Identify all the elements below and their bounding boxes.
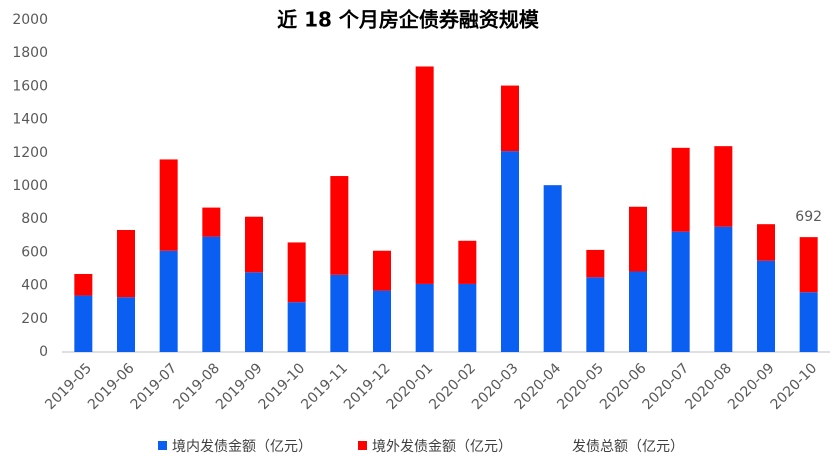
bar-segment [330, 274, 349, 352]
bar-segment [117, 297, 135, 352]
bar-segment [159, 250, 178, 352]
bar-segment [543, 185, 562, 352]
bar-segment [330, 176, 349, 275]
y-tick-label: 800 [21, 211, 48, 227]
bar-segment [287, 242, 306, 303]
bar-segment [458, 240, 477, 284]
bar-segment [287, 302, 306, 352]
y-tick-label: 1400 [12, 112, 48, 128]
bar-segment [74, 295, 93, 352]
y-tick-label: 600 [21, 244, 48, 260]
y-tick-label: 1000 [12, 178, 48, 194]
legend-swatch [158, 441, 167, 450]
bar-segment [799, 292, 818, 352]
bar-segment [415, 66, 434, 284]
y-tick-label: 2000 [12, 12, 48, 28]
data-label: 692 [795, 209, 822, 225]
y-tick-label: 200 [21, 311, 48, 327]
chart-title: 近 18 个月房企债券融资规模 [277, 8, 540, 32]
y-tick-label: 1600 [12, 78, 48, 94]
bar-segment [415, 283, 434, 352]
bar-segment [671, 231, 690, 352]
bar-segment [586, 277, 605, 352]
bar-segment [202, 207, 221, 237]
legend-swatch [358, 441, 367, 450]
bar-segment [74, 273, 93, 296]
y-tick-label: 1800 [12, 45, 48, 61]
bar-segment [373, 250, 391, 291]
y-tick-label: 0 [39, 344, 48, 360]
bar-segment [671, 147, 690, 232]
legend-label: 境内发债金额（亿元） [172, 439, 312, 455]
bar-segment [245, 216, 263, 273]
bar-segment [501, 151, 519, 352]
y-tick-label: 1200 [12, 145, 48, 161]
bar-segment [714, 226, 733, 352]
bar-segment [159, 159, 178, 251]
bar-segment [245, 272, 263, 352]
bar-segment [501, 85, 519, 152]
bar-segment [117, 229, 135, 298]
bar-segment [586, 249, 605, 278]
x-tick-label: 2020-10 [768, 360, 821, 413]
bar-segment [629, 206, 647, 272]
bar-segment [373, 290, 391, 352]
bar-segment [757, 224, 775, 261]
bar-segment [799, 237, 818, 293]
bar-segment [629, 271, 647, 352]
bar-segment [458, 283, 477, 352]
bar-segment [714, 146, 733, 227]
bar-segment [757, 260, 775, 352]
bar-segment [202, 236, 221, 352]
y-tick-label: 400 [21, 278, 48, 294]
legend-label: 发债总额（亿元） [572, 439, 684, 455]
legend-label: 境外发债金额（亿元） [372, 439, 512, 455]
